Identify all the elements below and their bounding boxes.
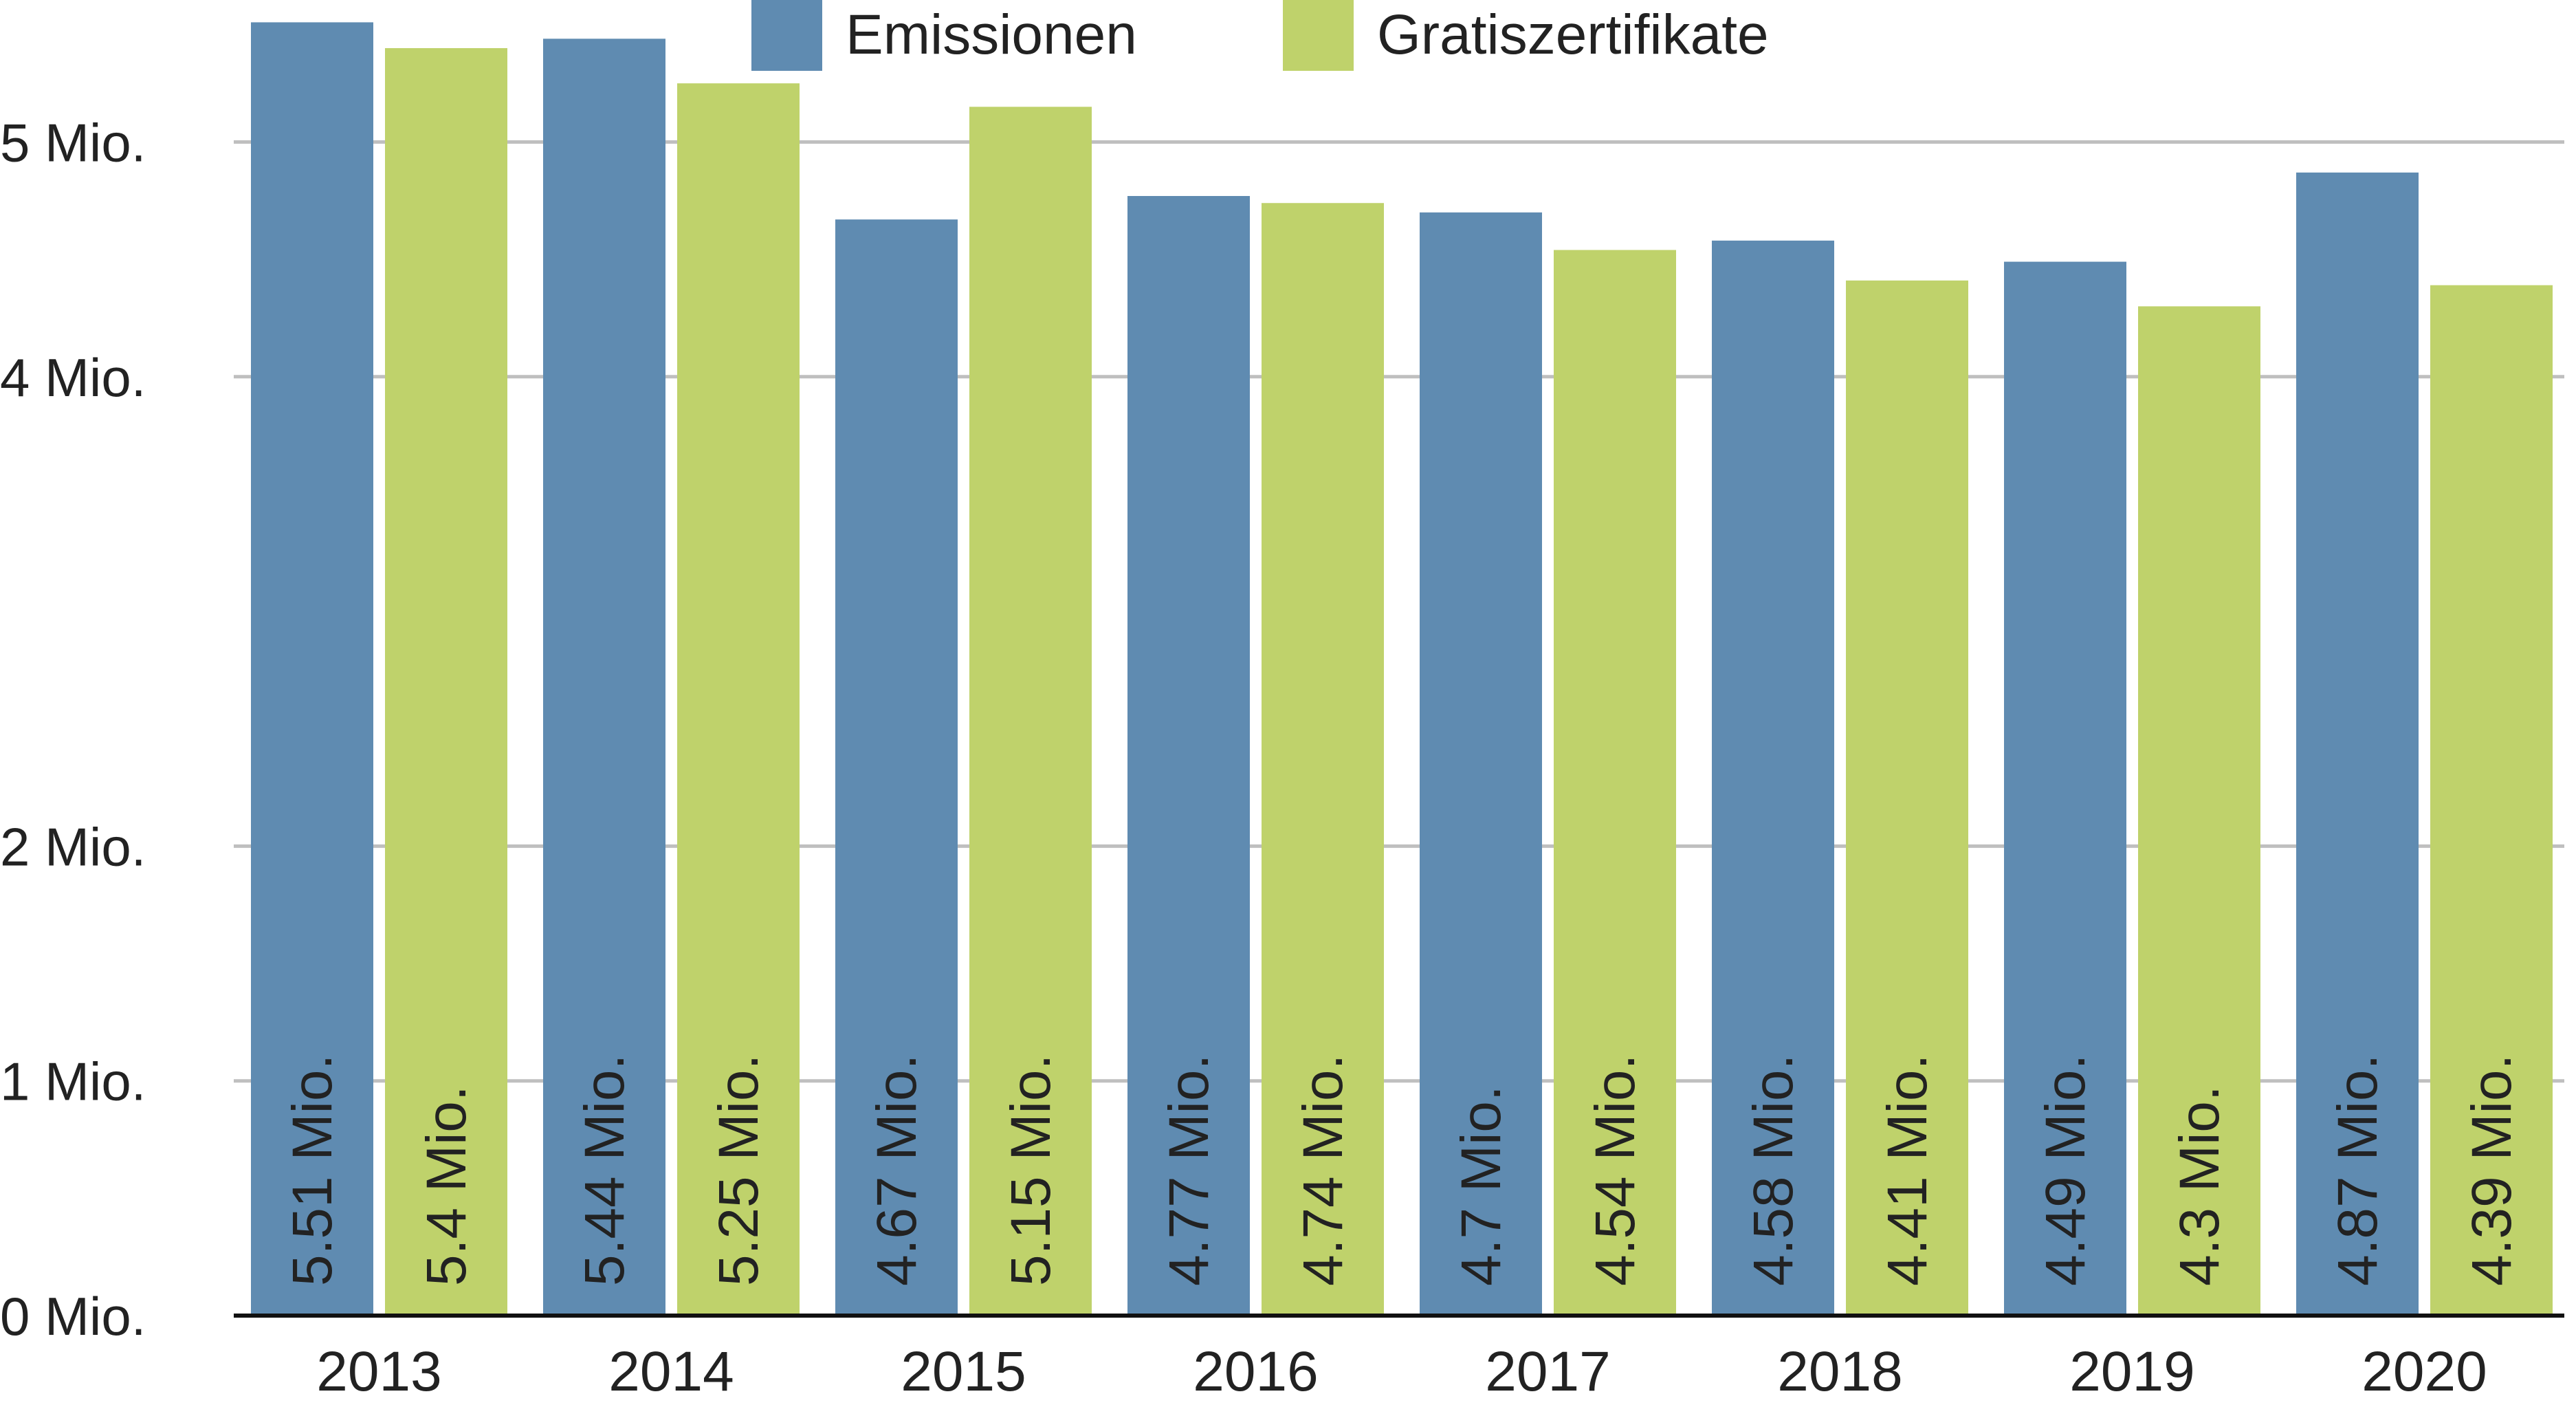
- legend-swatch: [1283, 0, 1354, 71]
- legend-label: Gratiszertifikate: [1377, 3, 1769, 66]
- bar-value-label: 4.39 Mio.: [2461, 1054, 2523, 1286]
- x-tick-label: 2014: [608, 1340, 734, 1403]
- x-tick-label: 2019: [2069, 1340, 2194, 1403]
- x-tick-label: 2018: [1777, 1340, 1902, 1403]
- bar-value-label: 5.15 Mio.: [1000, 1054, 1062, 1286]
- bar-value-label: 5.25 Mio.: [707, 1054, 770, 1286]
- y-tick-label: 0 Mio.: [0, 1286, 146, 1347]
- bar: [677, 83, 800, 1316]
- bars: [251, 22, 2553, 1316]
- x-tick-label: 2016: [1193, 1340, 1318, 1403]
- y-tick-label: 5 Mio.: [0, 113, 146, 173]
- bar: [1846, 280, 1968, 1316]
- bar: [1127, 195, 1250, 1316]
- bar-value-label: 4.54 Mio.: [1584, 1054, 1647, 1286]
- x-tick-label: 2017: [1485, 1340, 1610, 1403]
- bar-value-label: 4.7 Mio.: [1450, 1085, 1512, 1286]
- bar-value-label: 5.51 Mio.: [281, 1054, 344, 1286]
- bar: [835, 219, 958, 1316]
- bar: [2004, 261, 2126, 1316]
- bar-value-label: 4.41 Mio.: [1876, 1054, 1939, 1286]
- bar-value-label: 4.58 Mio.: [1742, 1054, 1805, 1286]
- bar-value-label: 5.44 Mio.: [573, 1054, 636, 1286]
- bar: [385, 47, 507, 1316]
- bar-value-label: 4.3 Mio.: [2168, 1085, 2231, 1286]
- bar-value-label: 4.67 Mio.: [866, 1054, 928, 1286]
- bar-value-labels: 5.51 Mio. 5.4 Mio. 5.44 Mio. 5.25 Mio. 4.67 …: [281, 1054, 2523, 1286]
- x-tick-label: 2020: [2362, 1340, 2487, 1403]
- y-tick-label: 4 Mio.: [0, 347, 146, 408]
- bar-value-label: 4.49 Mio.: [2034, 1054, 2097, 1286]
- legend-label: Emissionen: [846, 3, 1137, 66]
- bar: [251, 22, 373, 1316]
- bar: [2138, 306, 2260, 1316]
- y-tick-label: 2 Mio.: [0, 816, 146, 877]
- x-axis-tick-labels: 2013 2014 2015 2016 2017 2018 2019 2020: [316, 1340, 2487, 1403]
- bar: [1554, 250, 1676, 1316]
- legend: Emissionen Gratiszertifikate: [751, 0, 1769, 71]
- bar-value-label: 4.74 Mio.: [1292, 1054, 1354, 1286]
- bar: [2296, 172, 2419, 1316]
- bar: [1712, 240, 1834, 1316]
- x-tick-label: 2013: [316, 1340, 441, 1403]
- y-axis-tick-labels: 0 Mio.1 Mio.2 Mio.4 Mio.5 Mio.6 Mio.: [0, 113, 146, 1347]
- x-tick-label: 2015: [901, 1340, 1026, 1403]
- bar: [1420, 212, 1542, 1316]
- bar: [2430, 285, 2553, 1316]
- bar-value-label: 5.4 Mio.: [415, 1085, 478, 1286]
- bar: [969, 107, 1092, 1316]
- bar: [1262, 203, 1384, 1316]
- legend-swatch: [751, 0, 822, 71]
- y-tick-label: 1 Mio.: [0, 1052, 146, 1112]
- bar: [543, 39, 665, 1316]
- bar-value-label: 4.77 Mio.: [1158, 1054, 1220, 1286]
- bar-value-label: 4.87 Mio.: [2326, 1054, 2389, 1286]
